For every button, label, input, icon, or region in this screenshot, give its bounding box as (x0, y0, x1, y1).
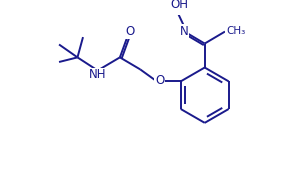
Text: OH: OH (170, 0, 188, 11)
Text: N: N (180, 25, 189, 38)
Text: O: O (126, 25, 135, 38)
Text: NH: NH (89, 68, 106, 81)
Text: O: O (155, 74, 164, 87)
Text: CH₃: CH₃ (226, 26, 245, 36)
